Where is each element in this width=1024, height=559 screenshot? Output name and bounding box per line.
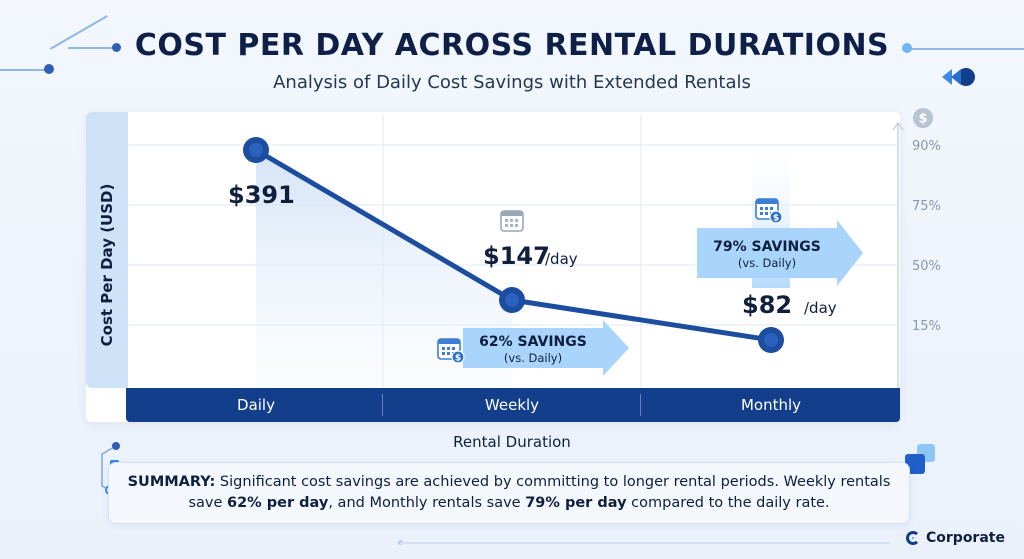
data-label-unit: /day bbox=[804, 299, 837, 317]
x-axis-label: Rental Duration bbox=[453, 433, 571, 451]
x-axis-separator bbox=[640, 394, 641, 416]
decor-line-left bbox=[0, 69, 50, 71]
brand-name: Corporate bbox=[926, 530, 1005, 546]
decor-dot bbox=[44, 64, 54, 74]
summary-part: compared to the daily rate. bbox=[626, 495, 830, 511]
savings-callout-value: 79% SAVINGS bbox=[713, 239, 821, 255]
svg-text:$: $ bbox=[918, 112, 927, 127]
brand-logo: Corporate bbox=[906, 530, 1005, 546]
x-tick-monthly: Monthly bbox=[740, 396, 802, 414]
dollar-coin-icon: $ bbox=[913, 108, 933, 128]
decor-square bbox=[905, 454, 925, 474]
right-axis-arrow bbox=[892, 121, 904, 131]
summary-text: SUMMARY: Significant cost savings are ac… bbox=[124, 472, 894, 514]
data-point bbox=[243, 137, 269, 163]
savings-callout-arrow bbox=[463, 320, 629, 376]
calendar-dollar-icon: $ bbox=[755, 198, 783, 224]
savings-callout-value: 62% SAVINGS bbox=[479, 334, 587, 350]
data-label: $391 bbox=[228, 181, 295, 209]
x-axis-band: Daily Weekly Monthly bbox=[126, 388, 900, 422]
data-label: $82 bbox=[742, 291, 792, 319]
decor-dot bbox=[112, 43, 121, 52]
savings-callout-note: (vs. Daily) bbox=[504, 351, 562, 365]
chart-subtitle: Analysis of Daily Cost Savings with Exte… bbox=[273, 72, 751, 93]
right-axis-tick: 90% bbox=[912, 139, 941, 154]
decor-line-left-3 bbox=[68, 47, 118, 49]
y-axis-panel bbox=[86, 112, 128, 388]
calendar-dollar-icon: $ bbox=[437, 338, 465, 364]
summary-monthly-savings: 79% per day bbox=[525, 495, 627, 511]
decor-line-right bbox=[910, 48, 1024, 50]
svg-text:$: $ bbox=[773, 214, 779, 224]
data-point bbox=[758, 327, 784, 353]
decor-dot bbox=[902, 43, 912, 53]
area-fill bbox=[256, 150, 512, 388]
savings-callout-arrow bbox=[697, 220, 863, 286]
brand-mark-icon bbox=[906, 531, 920, 545]
summary-part: Significant cost savings are achieved by… bbox=[188, 474, 891, 511]
x-tick-weekly: Weekly bbox=[484, 396, 540, 414]
data-label-unit: /day bbox=[545, 250, 578, 268]
data-label: $147 bbox=[483, 242, 550, 270]
summary-part: , and Monthly rentals save bbox=[328, 495, 526, 511]
data-point bbox=[499, 287, 525, 314]
svg-text:$: $ bbox=[455, 354, 461, 364]
summary-weekly-savings: 62% per day bbox=[227, 495, 329, 511]
rewind-icon bbox=[942, 68, 975, 86]
x-axis-separator bbox=[382, 394, 383, 416]
decor-line-bottom bbox=[400, 542, 890, 544]
x-tick-daily: Daily bbox=[237, 396, 275, 414]
calendar-icon bbox=[500, 210, 524, 232]
chart-title: COST PER DAY ACROSS RENTAL DURATIONS bbox=[134, 28, 890, 63]
right-axis-tick: 50% bbox=[912, 259, 941, 274]
right-axis-tick: 75% bbox=[912, 199, 941, 214]
summary-label: SUMMARY: bbox=[127, 474, 216, 490]
right-axis-tick: 15% bbox=[912, 319, 941, 334]
savings-callout-note: (vs. Daily) bbox=[738, 256, 796, 270]
summary-box: SUMMARY: Significant cost savings are ac… bbox=[108, 462, 910, 524]
